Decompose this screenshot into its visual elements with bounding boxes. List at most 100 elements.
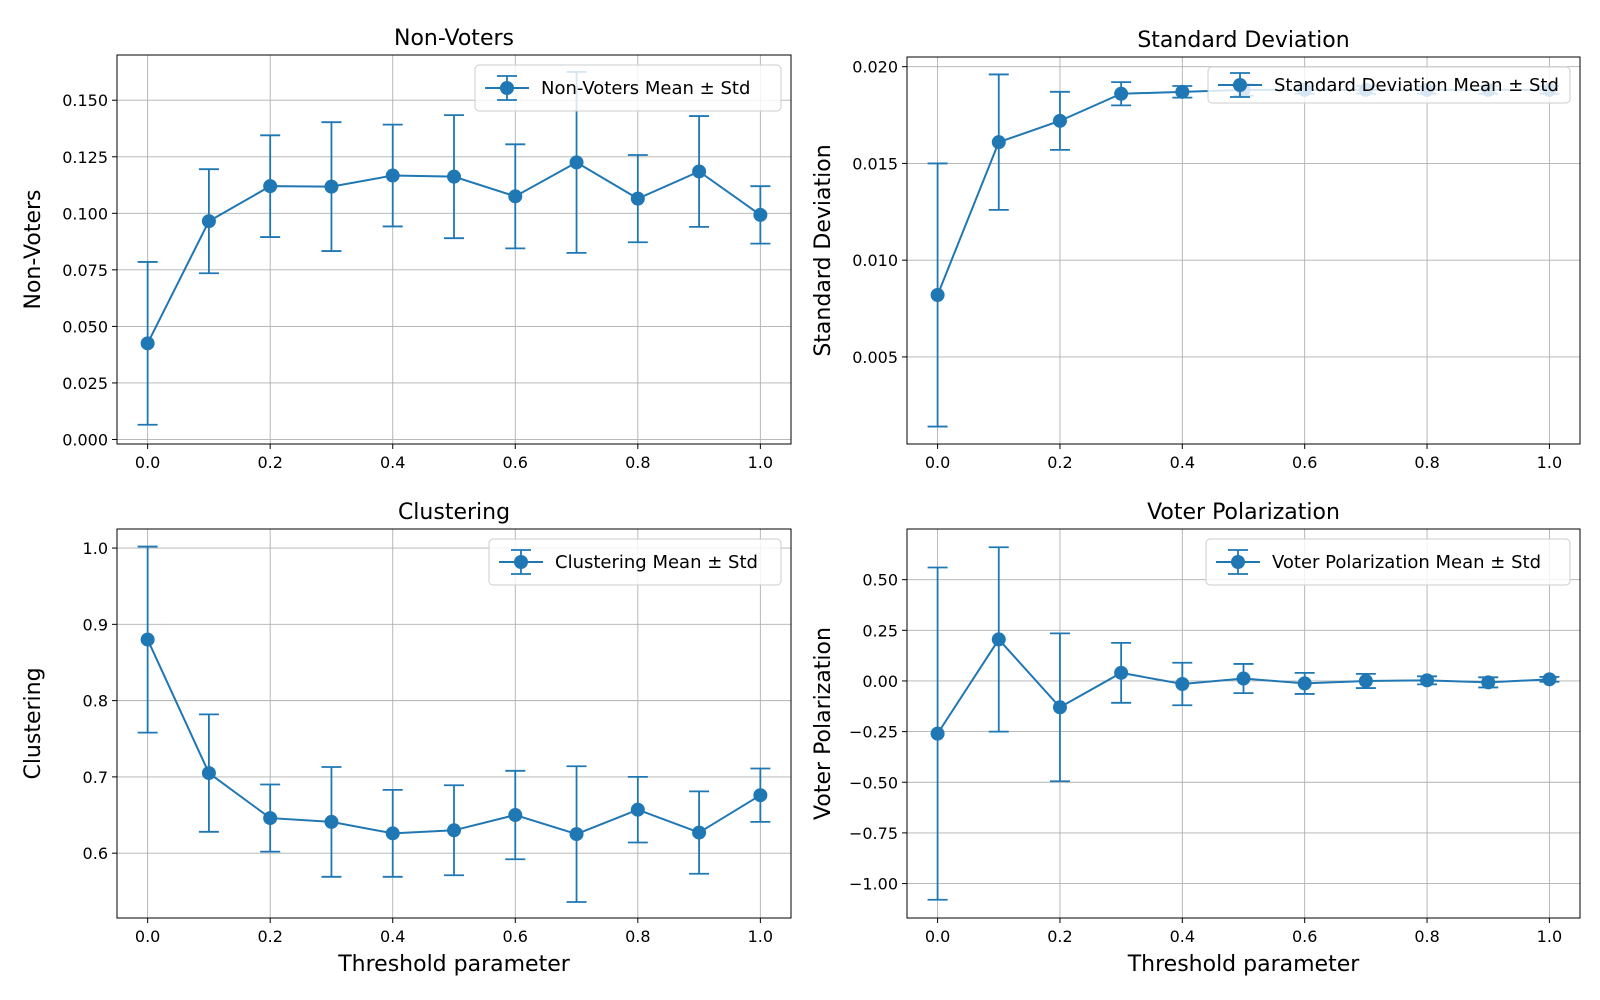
data-point (1542, 672, 1557, 687)
axes-frame (116, 528, 792, 919)
x-axis-label: Threshold parameter (1127, 952, 1361, 977)
legend-box (1207, 66, 1571, 104)
data-point (324, 814, 339, 829)
data-point (991, 632, 1006, 647)
chart-clustering: 0.0 0.2 0.4 0.6 0.8 1.0 0.6 0.7 0.8 0.9 1.0 Cluster… (21, 500, 792, 977)
chart-title: Standard Deviation (1137, 28, 1349, 53)
x-tick-label: 0.6 (503, 453, 528, 472)
x-tick-label: 1.0 (1537, 453, 1562, 472)
data-point (508, 189, 523, 204)
data-point (201, 214, 216, 229)
data-point (1420, 673, 1435, 688)
y-tick-label: 1.0 (83, 539, 108, 558)
y-tick-label: −0.75 (849, 824, 898, 843)
legend-marker (1231, 555, 1245, 569)
y-tick-label: 0.025 (62, 374, 108, 393)
data-point (1175, 676, 1190, 691)
data-point (385, 826, 400, 841)
legend-marker (1233, 78, 1247, 92)
data-point (1052, 700, 1067, 715)
data-point (1481, 675, 1496, 690)
y-tick-label: 0.150 (62, 91, 108, 110)
x-tick-label: 0.0 (135, 927, 160, 946)
x-tick-label: 1.0 (1537, 927, 1562, 946)
x-tick-label: 0.4 (380, 927, 405, 946)
legend-box (488, 538, 782, 586)
legend-marker (514, 555, 528, 569)
data-point (263, 179, 278, 194)
y-tick-label: 0.005 (852, 348, 898, 367)
data-point (1114, 86, 1129, 101)
x-tick-label: 0.0 (925, 927, 950, 946)
data-point (1358, 673, 1373, 688)
x-axis-label: Threshold parameter (337, 952, 571, 977)
data-point (201, 766, 216, 781)
x-tick-label: 0.2 (257, 453, 282, 472)
y-tick-label: 0.050 (62, 317, 108, 336)
x-tick-label: 0.4 (1170, 453, 1195, 472)
y-axis-label: Non-Voters (21, 190, 46, 310)
legend-label: Voter Polarization Mean ± Std (1272, 552, 1541, 573)
x-tick-label: 0.0 (135, 453, 160, 472)
chart-standard-deviation: 0.0 0.2 0.4 0.6 0.8 1.0 0.005 0.010 0.015 0.020 St… (811, 28, 1581, 472)
chart-voter-polarization: 0.0 0.2 0.4 0.6 0.8 1.0 −1.00 −0.75 −0.50 −0.25 0.… (811, 500, 1581, 977)
data-point (692, 825, 707, 840)
data-point (630, 191, 645, 206)
data-point (692, 164, 707, 179)
chart-title: Voter Polarization (1147, 500, 1340, 525)
data-point (508, 808, 523, 823)
y-tick-label: 0.6 (83, 844, 108, 863)
data-point (447, 823, 461, 838)
x-tick-label: 0.4 (1170, 927, 1195, 946)
y-tick-label: 0.100 (62, 204, 108, 223)
y-tick-label: 0.075 (62, 261, 108, 280)
legend-label: Standard Deviation Mean ± Std (1274, 75, 1559, 96)
y-tick-label: 0.125 (62, 148, 108, 167)
data-point (1297, 676, 1312, 691)
chart-non-voters: 0.0 0.2 0.4 0.6 0.8 1.0 0.000 0.025 0.050 0.075 0.… (21, 26, 792, 472)
x-tick-label: 0.2 (1047, 453, 1072, 472)
y-tick-label: 0.8 (83, 692, 108, 711)
y-tick-label: 0.00 (862, 672, 898, 691)
legend-label: Clustering Mean ± Std (555, 552, 758, 573)
data-point (1052, 113, 1067, 128)
y-tick-label: 0.7 (83, 768, 108, 787)
data-point (753, 207, 768, 222)
x-tick-label: 0.0 (925, 453, 950, 472)
data-point (140, 336, 155, 351)
data-point (263, 811, 278, 826)
data-point (930, 726, 945, 741)
data-point (569, 155, 584, 170)
data-point (1114, 665, 1129, 680)
legend-label: Non-Voters Mean ± Std (541, 78, 750, 99)
data-point (930, 288, 945, 303)
axes-frame (906, 56, 1581, 445)
y-axis-label: Clustering (21, 667, 46, 779)
legend-box (474, 64, 782, 112)
data-point (1175, 84, 1190, 99)
chart-title: Clustering (398, 500, 510, 525)
data-point (324, 179, 339, 194)
x-tick-label: 0.8 (625, 927, 650, 946)
legend-box (1205, 538, 1571, 586)
legend-marker (500, 81, 514, 95)
x-tick-label: 0.4 (380, 453, 405, 472)
y-tick-label: 0.9 (83, 615, 108, 634)
x-tick-label: 0.8 (1414, 927, 1439, 946)
x-tick-label: 0.6 (503, 927, 528, 946)
x-tick-label: 0.2 (1047, 927, 1072, 946)
data-point (140, 632, 155, 647)
y-tick-label: −0.25 (849, 723, 898, 742)
x-tick-label: 0.6 (1292, 453, 1317, 472)
data-point (385, 168, 400, 183)
series-line (936, 88, 1550, 296)
y-tick-label: 0.015 (852, 154, 898, 173)
data-point (753, 788, 768, 803)
y-tick-label: 0.25 (862, 621, 898, 640)
data-point (569, 827, 584, 842)
x-tick-label: 1.0 (748, 927, 773, 946)
data-point (447, 169, 461, 184)
y-tick-label: 0.010 (852, 251, 898, 270)
y-tick-label: 0.50 (862, 571, 898, 590)
